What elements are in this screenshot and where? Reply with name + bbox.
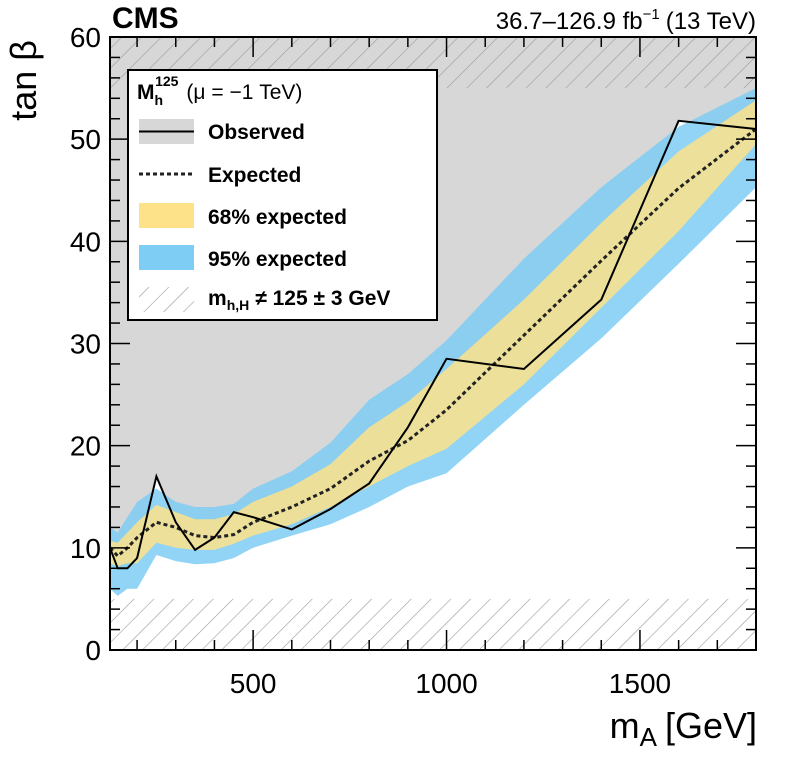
expected-line xyxy=(110,127,756,559)
axis-ticks xyxy=(110,36,757,651)
legend-95-label: 95% expected xyxy=(208,248,347,271)
y-axis-title: tan β xyxy=(3,40,44,121)
cms-label: CMS xyxy=(112,2,179,35)
y-tick-label: 50 xyxy=(70,124,101,155)
y-tick-label: 40 xyxy=(70,226,101,257)
legend-expected-label: Expected xyxy=(208,164,301,187)
y-tick-label: 20 xyxy=(70,431,101,462)
x-tick-labels: 500 1000 1500 xyxy=(230,668,671,699)
y-tick-label: 10 xyxy=(70,533,101,564)
legend-box xyxy=(127,69,438,321)
x-tick-label: 1500 xyxy=(609,668,671,699)
legend: Mh125 (μ = −1 TeV) Observed Expected 68% … xyxy=(127,69,438,321)
x-tick-label: 1000 xyxy=(415,668,477,699)
y-tick-label: 60 xyxy=(70,22,101,53)
y-tick-label: 0 xyxy=(85,635,101,666)
band-95-expected xyxy=(110,88,756,596)
hatched-region-lower xyxy=(110,598,756,650)
legend-68-swatch xyxy=(139,203,194,228)
luminosity-label: 36.7–126.9 fb−1 (13 TeV) xyxy=(496,6,756,35)
legend-scenario: Mh125 (μ = −1 TeV) xyxy=(137,73,302,108)
y-tick-label: 30 xyxy=(70,329,101,360)
y-tick-labels: 0 10 20 30 40 50 60 xyxy=(70,22,101,666)
legend-68-label: 68% expected xyxy=(208,206,347,229)
x-axis-title: mA [GeV] xyxy=(610,705,757,752)
legend-hatch-swatch xyxy=(139,287,194,312)
x-tick-label: 500 xyxy=(230,668,277,699)
observed-line xyxy=(110,119,756,570)
legend-hatch-label: mh,H ≠ 125 ± 3 GeV xyxy=(208,287,390,313)
legend-95-swatch xyxy=(139,245,194,270)
legend-observed-label: Observed xyxy=(208,121,305,144)
